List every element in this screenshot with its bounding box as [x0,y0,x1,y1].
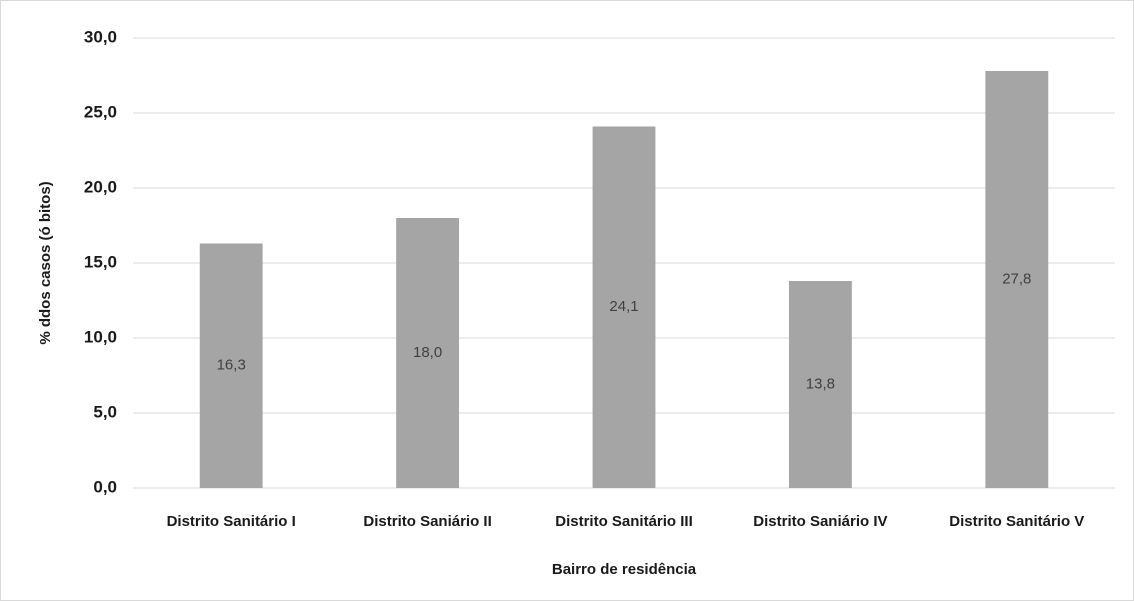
x-tick-label: Distrito Saniário II [363,513,491,530]
bar [396,218,460,488]
bar [985,71,1049,488]
data-label: 16,3 [217,357,246,374]
y-tick-label: 5,0 [93,402,117,421]
data-label: 27,8 [1002,270,1031,287]
data-label: 18,0 [413,344,442,361]
y-tick-label: 20,0 [84,177,117,196]
y-tick-label: 30,0 [84,27,117,46]
bar [592,126,656,488]
bar [199,243,263,488]
data-label: 24,1 [609,298,638,315]
x-tick-label: Distrito Sanitário I [167,513,296,530]
y-tick-label: 10,0 [84,327,117,346]
x-tick-label: Distrito Sanitário III [555,513,693,530]
y-axis-label: % ddos casos (ó bitos) [37,181,54,344]
bar [788,281,852,488]
y-tick-label: 0,0 [93,477,117,496]
x-tick-label: Distrito Sanitário V [949,513,1084,530]
x-axis-label: Bairro de residência [552,561,697,578]
x-tick-label: Distrito Saniário IV [753,513,887,530]
data-label: 13,8 [806,375,835,392]
y-tick-label: 25,0 [84,102,117,121]
y-tick-label: 15,0 [84,252,117,271]
